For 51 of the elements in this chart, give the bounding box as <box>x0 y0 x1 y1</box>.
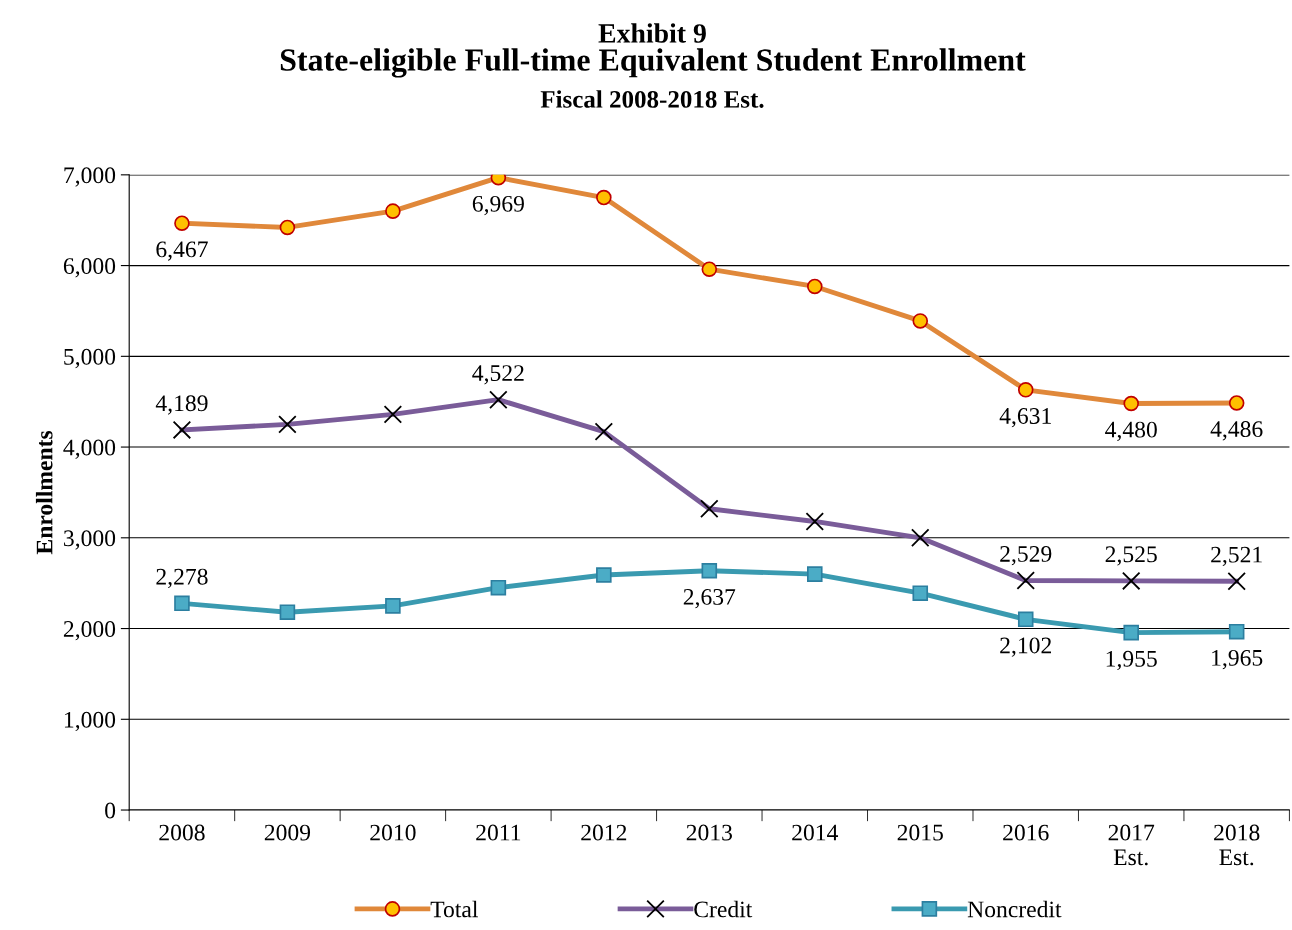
point <box>596 567 612 583</box>
data-label: 1,965 <box>1212 649 1263 670</box>
point <box>490 579 507 596</box>
y-tick-label: 5,000 <box>64 348 116 369</box>
data-label: 4,480 <box>1105 421 1157 441</box>
y-tick-label: 4,000 <box>63 439 116 459</box>
data-label: 2,278 <box>156 568 208 589</box>
y-tick-label: 2,000 <box>63 621 116 641</box>
x-tick-label: 2016 <box>1003 824 1049 841</box>
point <box>174 595 190 612</box>
y-tick-label: 0 <box>105 802 116 819</box>
point <box>385 598 401 614</box>
point <box>701 562 718 579</box>
point <box>1123 624 1139 641</box>
y-tick-label: 7,000 <box>64 167 116 187</box>
data-label: 4,522 <box>472 365 524 385</box>
data-label: 2,637 <box>683 588 736 609</box>
point <box>279 604 296 620</box>
x-tick-label: 2018 Est. <box>1214 824 1260 866</box>
x-tick-label: 2014 <box>792 824 839 841</box>
data-label: 4,486 <box>1210 421 1263 441</box>
y-tick-label: 1,000 <box>64 711 116 732</box>
data-label: 4,631 <box>999 408 1051 428</box>
data-label: 2,529 <box>1000 545 1052 566</box>
chart-subtitle: State-eligible Full-time Equivalent Student Enrollment Fiscal 2008-2018 Est. <box>280 48 1026 108</box>
x-tick-label: 2015 <box>897 824 943 841</box>
x-tick-label: 2012 <box>581 824 627 841</box>
data-label: 6,467 <box>156 241 208 261</box>
point <box>807 566 823 582</box>
data-label: 2,525 <box>1105 546 1157 566</box>
legend-label: Total <box>430 900 478 918</box>
x-tick-label: 2008 <box>159 824 205 841</box>
point <box>912 585 929 601</box>
y-tick-label: 3,000 <box>64 530 116 550</box>
point <box>1017 611 1034 628</box>
point <box>1228 623 1245 640</box>
x-tick-label: 2013 <box>686 824 732 841</box>
data-label: 4,189 <box>155 395 208 415</box>
y-axis-title: Enrollments <box>35 430 53 555</box>
data-label: 2,521 <box>1211 546 1262 566</box>
legend-label: Credit <box>694 900 753 918</box>
x-tick-label: 2009 <box>264 824 311 841</box>
x-tick-label: 2017 Est. <box>1108 824 1155 866</box>
data-label: 6,969 <box>472 195 524 216</box>
x-tick-label: 2011 <box>476 824 521 841</box>
data-label: 2,102 <box>1000 637 1051 657</box>
data-label: 1,955 <box>1106 650 1157 671</box>
x-tick-label: 2010 <box>370 824 416 841</box>
chart-title: Exhibit 9 <box>598 23 706 43</box>
legend-label: Noncredit <box>967 900 1062 918</box>
y-tick-label: 6,000 <box>63 258 116 278</box>
